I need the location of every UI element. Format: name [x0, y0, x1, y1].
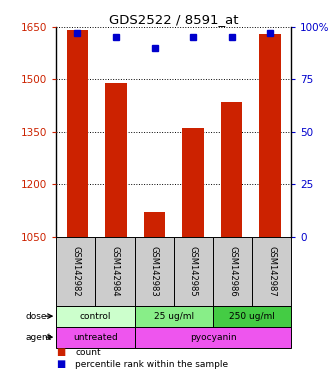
Bar [174, 237, 213, 306]
Text: pyocyanin: pyocyanin [190, 333, 236, 342]
Text: untreated: untreated [73, 333, 118, 342]
Text: control: control [80, 312, 111, 321]
Text: dose: dose [26, 312, 47, 321]
Text: GSM142982: GSM142982 [71, 246, 80, 296]
Text: GSM142985: GSM142985 [189, 246, 198, 296]
Bar [67, 30, 88, 237]
Text: GSM142984: GSM142984 [111, 246, 119, 296]
Bar [135, 306, 213, 327]
Text: count: count [75, 348, 101, 357]
Bar [213, 237, 252, 306]
Text: 25 ug/ml: 25 ug/ml [154, 312, 194, 321]
Bar [260, 34, 281, 237]
Text: ■: ■ [56, 359, 66, 369]
Text: percentile rank within the sample: percentile rank within the sample [75, 359, 228, 369]
Title: GDS2522 / 8591_at: GDS2522 / 8591_at [109, 13, 239, 26]
Text: GSM142986: GSM142986 [228, 246, 237, 297]
Text: 250 ug/ml: 250 ug/ml [229, 312, 275, 321]
Bar [56, 306, 135, 327]
Bar [213, 306, 291, 327]
Bar [95, 237, 135, 306]
Bar [135, 327, 291, 348]
Bar [182, 128, 204, 237]
Bar [252, 237, 291, 306]
Bar [144, 212, 165, 237]
Bar [56, 327, 135, 348]
Bar [56, 237, 95, 306]
Text: GSM142987: GSM142987 [267, 246, 276, 297]
Bar [221, 102, 242, 237]
Bar [135, 237, 174, 306]
Text: ■: ■ [56, 347, 66, 357]
Text: GSM142983: GSM142983 [150, 246, 159, 297]
Bar [105, 83, 126, 237]
Text: agent: agent [26, 333, 52, 342]
